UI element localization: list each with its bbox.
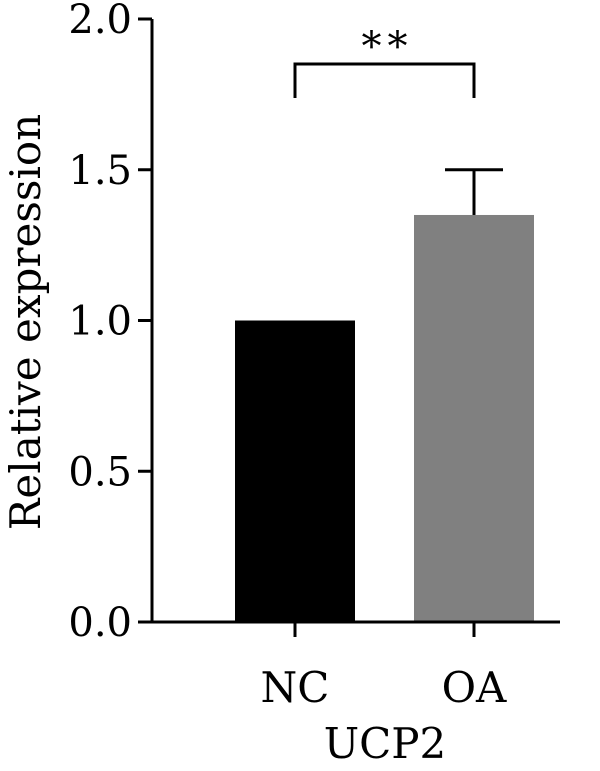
significance-label: ** — [362, 24, 414, 70]
bars — [235, 214, 534, 622]
y-tick-label: 0.5 — [68, 449, 132, 495]
significance-annotation: ** — [293, 24, 476, 98]
error-bars — [445, 168, 503, 215]
x-axis-ticks: NC OA — [261, 622, 507, 712]
y-axis-label: Relative expression — [1, 114, 50, 530]
y-axis-ticks: 0.0 0.5 1.0 1.5 2.0 — [68, 0, 152, 646]
x-tick-label-oa: OA — [442, 663, 507, 712]
y-tick-label: 2.0 — [68, 0, 132, 43]
bar-oa — [414, 214, 534, 622]
x-axis-label: UCP2 — [324, 719, 447, 768]
y-tick-label: 0.0 — [68, 600, 132, 646]
significance-bracket — [293, 62, 476, 98]
y-tick-label: 1.5 — [68, 148, 132, 194]
y-tick-label: 1.0 — [68, 299, 132, 345]
axes — [150, 19, 560, 624]
bar-nc — [235, 320, 355, 622]
x-tick-label-nc: NC — [261, 663, 330, 712]
